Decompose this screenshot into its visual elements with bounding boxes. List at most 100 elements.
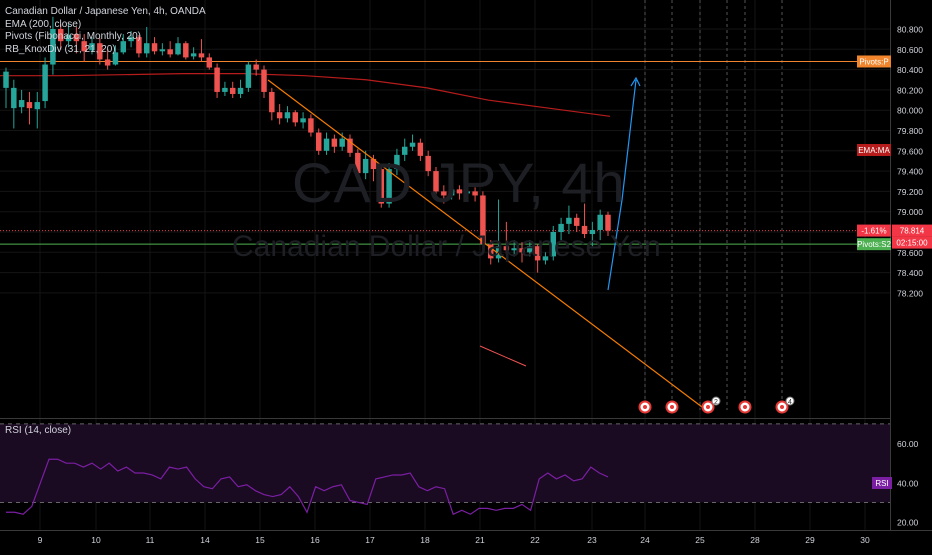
candle-body	[261, 69, 267, 92]
candle	[566, 205, 572, 235]
candle	[487, 240, 494, 265]
candle	[276, 104, 283, 125]
candle-body	[222, 87, 228, 92]
ema-line	[0, 73, 611, 117]
ema-label-bg	[857, 144, 891, 156]
candle-body	[57, 29, 64, 42]
candle	[97, 38, 103, 65]
candle-body	[503, 246, 510, 251]
candle-body	[50, 29, 56, 65]
candle-body	[308, 118, 314, 133]
candle-body	[18, 100, 25, 108]
pivot-s2-label: Pivots:S2	[857, 238, 891, 251]
candle-body	[441, 191, 447, 196]
candle-body	[433, 171, 439, 192]
candle	[472, 187, 478, 202]
rsi-label-text: RSI	[875, 479, 888, 488]
candle	[480, 191, 486, 249]
candle-body	[136, 37, 142, 54]
candle-body	[128, 37, 134, 42]
marker-dot	[743, 405, 747, 409]
price-tick: 80.200	[897, 85, 923, 95]
candle-body	[339, 138, 345, 147]
candle	[89, 37, 95, 55]
divergence-marker	[775, 400, 789, 414]
candle-body	[300, 118, 306, 123]
divergence-marker	[638, 400, 652, 414]
time-tick: 25	[695, 535, 705, 545]
candle-body	[120, 41, 127, 53]
candle	[292, 110, 299, 127]
ema-label-text: EMA:MA	[858, 146, 890, 155]
candle	[183, 41, 189, 60]
candle-body	[97, 43, 103, 60]
candle	[425, 150, 431, 177]
candle-body	[151, 43, 158, 52]
candle-body	[331, 138, 338, 147]
legend-pivots[interactable]: Pivots (Fibonacci, Monthly, 20)	[5, 31, 141, 42]
candle-body	[229, 87, 236, 94]
candle	[3, 67, 9, 109]
divergence-marker	[738, 400, 752, 414]
legend-knox[interactable]: RB_KnoxDiv (31, 21, 20)	[5, 43, 116, 55]
candle	[57, 23, 64, 50]
candle	[394, 148, 400, 176]
candle-body	[425, 155, 431, 172]
candle	[18, 89, 25, 114]
candle	[50, 16, 56, 75]
candle-body	[11, 87, 17, 109]
divergence-line	[479, 345, 527, 367]
candle-body	[159, 49, 166, 52]
marker-dot	[670, 405, 674, 409]
candle-body	[581, 225, 588, 235]
candle	[11, 79, 17, 129]
time-tick: 14	[200, 535, 210, 545]
rsi-label-bg	[872, 477, 892, 489]
time-tick: 16	[310, 535, 320, 545]
candle-body	[183, 43, 189, 58]
candle	[159, 43, 166, 56]
candle	[214, 63, 220, 99]
candle	[237, 79, 244, 99]
candle	[143, 26, 150, 58]
time-tick: 29	[805, 535, 815, 545]
candle	[34, 91, 41, 129]
legend-ema[interactable]: EMA (200, close)	[5, 18, 82, 30]
candle	[151, 37, 158, 55]
candle	[331, 134, 338, 153]
candle-body	[175, 43, 181, 55]
candle-body	[269, 91, 275, 113]
candle-body	[519, 248, 525, 253]
change-label-bg	[857, 224, 891, 237]
candle	[198, 39, 205, 62]
price-tick: 80.800	[897, 25, 923, 35]
time-tick: 9	[38, 535, 43, 545]
candle	[300, 112, 306, 129]
time-tick: 17	[365, 535, 375, 545]
marker-count-badge	[785, 396, 795, 406]
legend-title[interactable]: Canadian Dollar / Japanese Yen, 4h, OAND…	[5, 6, 206, 17]
time-tick: 10	[91, 535, 101, 545]
time-tick: 21	[475, 535, 485, 545]
rsi-legend[interactable]: RSI (14, close)	[5, 425, 72, 436]
pivot-s2-label-bg	[857, 238, 891, 251]
candle	[386, 162, 392, 208]
ema-label: EMA:MA	[857, 144, 891, 156]
candle	[542, 252, 549, 265]
pivot-p-label-text: Pivots:P	[859, 57, 888, 66]
price-tick: 79.000	[897, 207, 923, 217]
price-tick: 79.800	[897, 126, 923, 136]
candle-body	[566, 217, 572, 224]
candle	[605, 211, 611, 237]
candle-body	[214, 67, 220, 92]
candle-body	[26, 102, 33, 109]
candle	[355, 148, 361, 178]
change-label: -1.61%	[857, 224, 891, 237]
candle-body	[511, 248, 517, 251]
pivot-p-label: Pivots:P	[857, 55, 891, 68]
candle	[527, 240, 533, 257]
candle	[456, 185, 463, 200]
candle-body	[245, 64, 252, 88]
